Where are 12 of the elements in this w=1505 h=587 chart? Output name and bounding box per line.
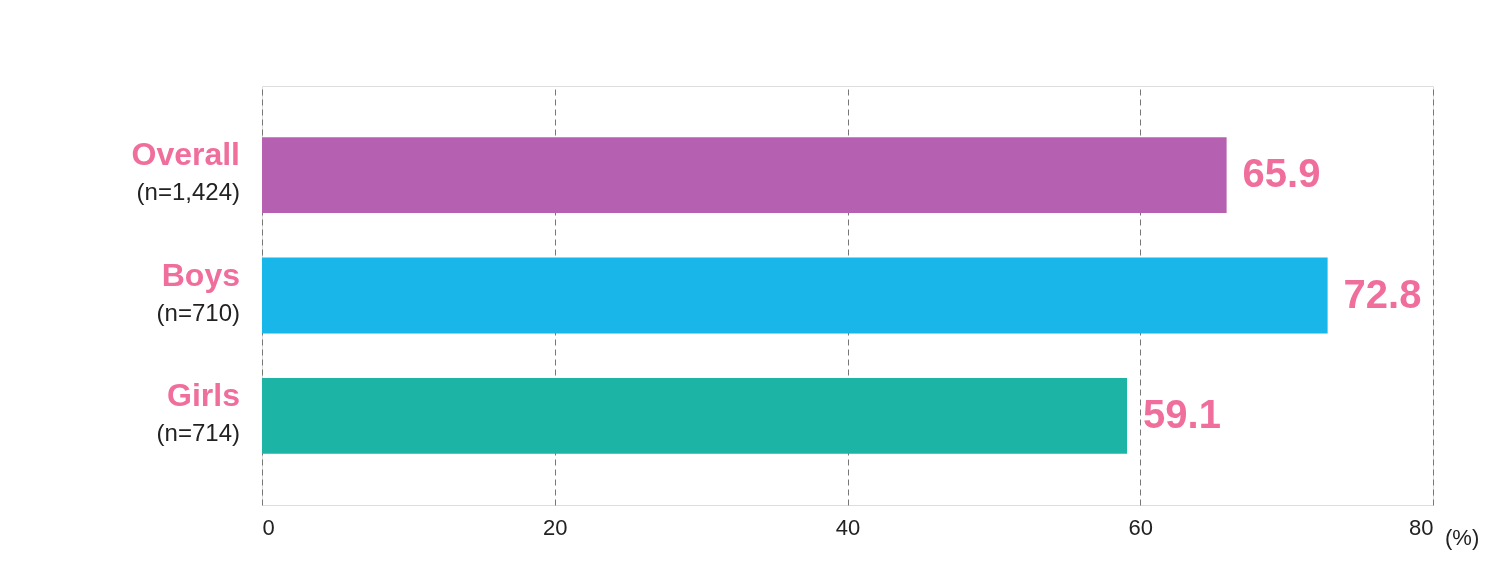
x-tick-label: 0 (262, 514, 275, 540)
x-axis-title: (%) (1445, 525, 1480, 550)
category-label: Boys (n=710) (156, 256, 240, 326)
category-label: Girls (n=714) (156, 376, 240, 446)
x-tick-label: 20 (543, 514, 568, 540)
x-tick-label: 60 (1128, 514, 1153, 540)
data-label: 59.1 (1143, 391, 1221, 436)
x-tick-label: 40 (835, 514, 861, 540)
data-label: 72.8 (1343, 271, 1422, 316)
category-label: Overall (n=1,424) (131, 136, 240, 206)
data-label: 65.9 (1242, 151, 1321, 196)
x-tick-label: 80 (1409, 514, 1434, 540)
